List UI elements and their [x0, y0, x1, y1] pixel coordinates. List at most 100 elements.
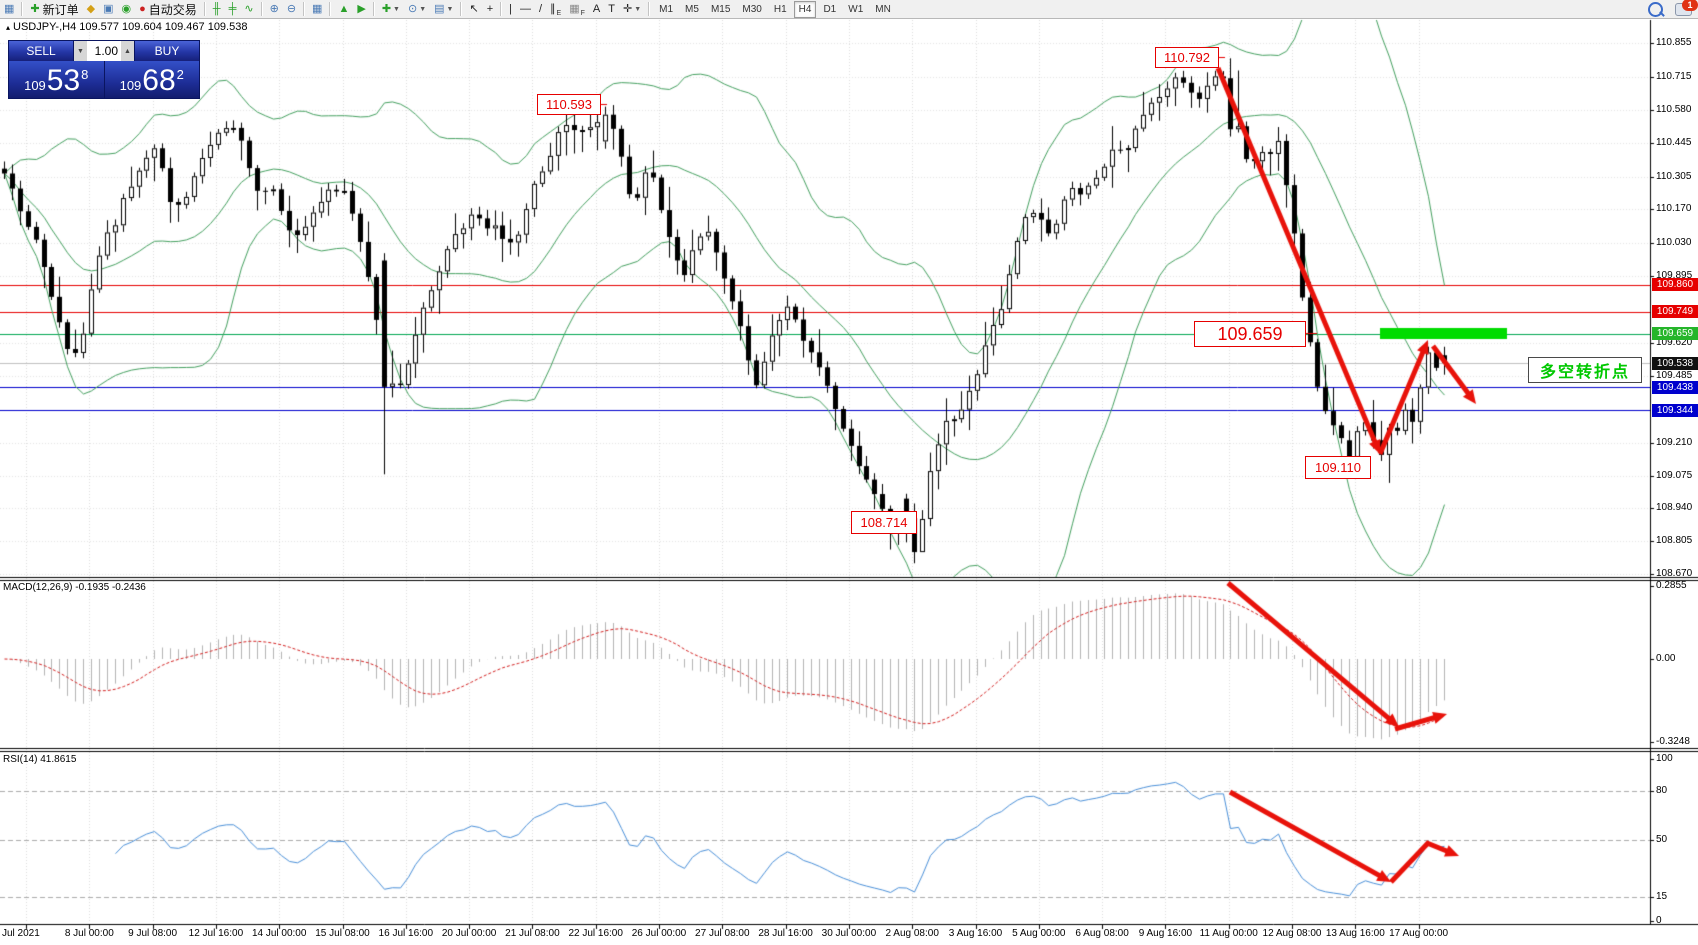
buy-price-figure: 109: [119, 78, 142, 93]
signals-icon[interactable]: ◉: [119, 1, 135, 17]
time-axis-label: 12 Aug 08:00: [1262, 928, 1322, 939]
timeframe-button-m15[interactable]: M15: [710, 3, 731, 15]
price-level-tag: 109.344: [1652, 403, 1698, 417]
candles-chart-icon[interactable]: ╪: [226, 1, 240, 17]
time-axis-label: 16 Jul 16:00: [378, 928, 434, 939]
notifications-icon[interactable]: 1: [1675, 0, 1698, 16]
time-axis-label: 2 Aug 08:00: [885, 928, 939, 939]
timeframe-button-mn[interactable]: MN: [875, 3, 891, 15]
toolbar-separator: [21, 2, 24, 16]
annotation-price-box[interactable]: 108.714: [851, 511, 917, 534]
annotation-price-box[interactable]: 110.593: [537, 94, 601, 115]
timeframe-button-h4[interactable]: H4: [793, 0, 817, 18]
price-axis-tick: 110.170: [1656, 203, 1692, 215]
time-axis-label: 20 Jul 00:00: [441, 928, 497, 939]
channel-button[interactable]: ∥ E: [547, 1, 564, 17]
symbol-marker-icon: ▴: [6, 23, 11, 32]
macd-indicator-label: MACD(12,26,9) -0.1935 -0.2436: [3, 582, 146, 593]
price-axis-tick: 109.485: [1656, 369, 1693, 381]
volume-control: ▼ 1.00 ▲: [73, 41, 135, 61]
time-axis-label: 3 Aug 16:00: [948, 928, 1003, 939]
time-axis-label: 6 Aug 08:00: [1075, 928, 1129, 939]
price-axis-tick: 108.805: [1656, 535, 1693, 547]
vline-button[interactable]: |: [506, 1, 515, 17]
price-axis-tick: 109.895: [1656, 270, 1693, 282]
new-chart-icon: ✚: [381, 3, 392, 15]
time-axis-label: 26 Jul 00:00: [631, 928, 687, 939]
chevron-down-icon: ▼: [393, 5, 400, 13]
turning-point-label[interactable]: 多空转折点: [1528, 357, 1642, 383]
periods-button[interactable]: ⊙ ▼: [405, 1, 429, 17]
arrows-button[interactable]: ✛ ▼: [620, 1, 644, 17]
timeframe-button-h1[interactable]: H1: [773, 3, 787, 15]
timeframe-button-w1[interactable]: W1: [848, 3, 864, 15]
autotrade-icon: ●: [139, 3, 146, 15]
hline-button[interactable]: —: [517, 1, 534, 17]
main-toolbar: ▦ ✚ 新订单 ◆ ▣ ◉ ● 自动交易 ╫ ╪ ∿ ⊕ ⊖ ▦ ▲ ▶ ✚ ▼ ⊙ ▼ ▤ ▼ ↖ + | — / ∥ E ▦ F A T ✛ ▼…: [0, 0, 1698, 19]
notification-badge: 1: [1682, 0, 1698, 11]
toolbar-separator: [372, 2, 375, 16]
volume-input[interactable]: 1.00: [87, 41, 121, 61]
trendline-button[interactable]: /: [536, 1, 545, 17]
crosshair-button[interactable]: +: [484, 1, 496, 17]
text-button[interactable]: A: [590, 1, 603, 17]
tile-windows-icon[interactable]: ▦: [309, 1, 325, 17]
terminal-icon[interactable]: ▣: [100, 1, 116, 17]
timeframe-button-d1[interactable]: D1: [823, 3, 837, 15]
chart-window-icon[interactable]: ▦: [1, 1, 17, 17]
buy-price-pips: 68: [142, 64, 176, 97]
time-axis-label: 8 Jul 00:00: [64, 928, 114, 939]
panel-divider: [103, 61, 105, 98]
icon-subscript: F: [580, 10, 585, 17]
new-order-button[interactable]: ✚ 新订单: [27, 1, 81, 17]
auto-scroll-icon[interactable]: ▶: [354, 1, 368, 17]
chart-symbol-line: ▴ USDJPY-,H4 109.577 109.604 109.467 109.…: [6, 21, 247, 33]
chart-shift-icon[interactable]: ▲: [335, 1, 352, 17]
symbol-ohlc-text: USDJPY-,H4 109.577 109.604 109.467 109.5…: [13, 21, 248, 33]
annotation-price-box[interactable]: 109.659: [1194, 321, 1306, 347]
time-axis-label: 30 Jul 00:00: [821, 928, 877, 939]
annotation-price-box[interactable]: 109.110: [1305, 456, 1371, 479]
time-axis-label: 17 Aug 00:00: [1389, 928, 1449, 939]
price-axis-tick: 110.580: [1656, 103, 1692, 115]
zoom-out-icon[interactable]: ⊖: [284, 1, 299, 17]
sell-price-display[interactable]: 109 53 8: [9, 61, 104, 98]
cursor-button[interactable]: ↖: [466, 1, 481, 17]
time-axis-label: 14 Jul 00:00: [251, 928, 307, 939]
volume-increase-button[interactable]: ▲: [121, 41, 134, 61]
zoom-in-icon[interactable]: ⊕: [267, 1, 282, 17]
gold-icon[interactable]: ◆: [84, 1, 98, 17]
time-axis-label: 9 Aug 16:00: [1138, 928, 1193, 939]
label-icon: T: [608, 3, 615, 15]
annotation-price-box[interactable]: 110.792: [1155, 47, 1219, 68]
macd-axis-tick: 0.00: [1656, 653, 1676, 664]
price-axis-tick: 109.620: [1656, 337, 1693, 349]
autotrade-button[interactable]: ● 自动交易: [136, 1, 200, 17]
buy-price-display[interactable]: 109 68 2: [105, 61, 200, 98]
trendline-icon: /: [538, 3, 543, 15]
text-icon: A: [592, 3, 601, 15]
line-chart-icon[interactable]: ∿: [241, 1, 256, 17]
gold-icon-icon: ◆: [86, 3, 96, 15]
volume-decrease-button[interactable]: ▼: [74, 41, 87, 61]
sell-button[interactable]: SELL: [9, 41, 73, 61]
search-icon[interactable]: [1648, 1, 1663, 17]
time-axis-label: 12 Jul 16:00: [188, 928, 244, 939]
label-button[interactable]: T: [605, 1, 618, 17]
timeframe-button-m1[interactable]: M1: [659, 3, 674, 15]
arrows-icon: ✛: [622, 3, 633, 15]
new-chart-button[interactable]: ✚ ▼: [379, 1, 403, 17]
buy-button[interactable]: BUY: [135, 41, 199, 61]
templates-button[interactable]: ▤ ▼: [431, 1, 456, 17]
tile-windows-icon-icon: ▦: [312, 3, 323, 15]
timeframe-button-m30[interactable]: M30: [742, 3, 762, 15]
new-order-button-label: 新订单: [42, 2, 79, 17]
fibo-button[interactable]: ▦ F: [566, 1, 588, 17]
price-axis-tick: 110.445: [1656, 136, 1692, 148]
timeframe-button-m5[interactable]: M5: [685, 3, 699, 15]
rsi-axis-tick: 15: [1656, 890, 1668, 902]
sell-price-pips: 53: [46, 64, 81, 97]
bars-chart-icon[interactable]: ╫: [210, 1, 224, 17]
